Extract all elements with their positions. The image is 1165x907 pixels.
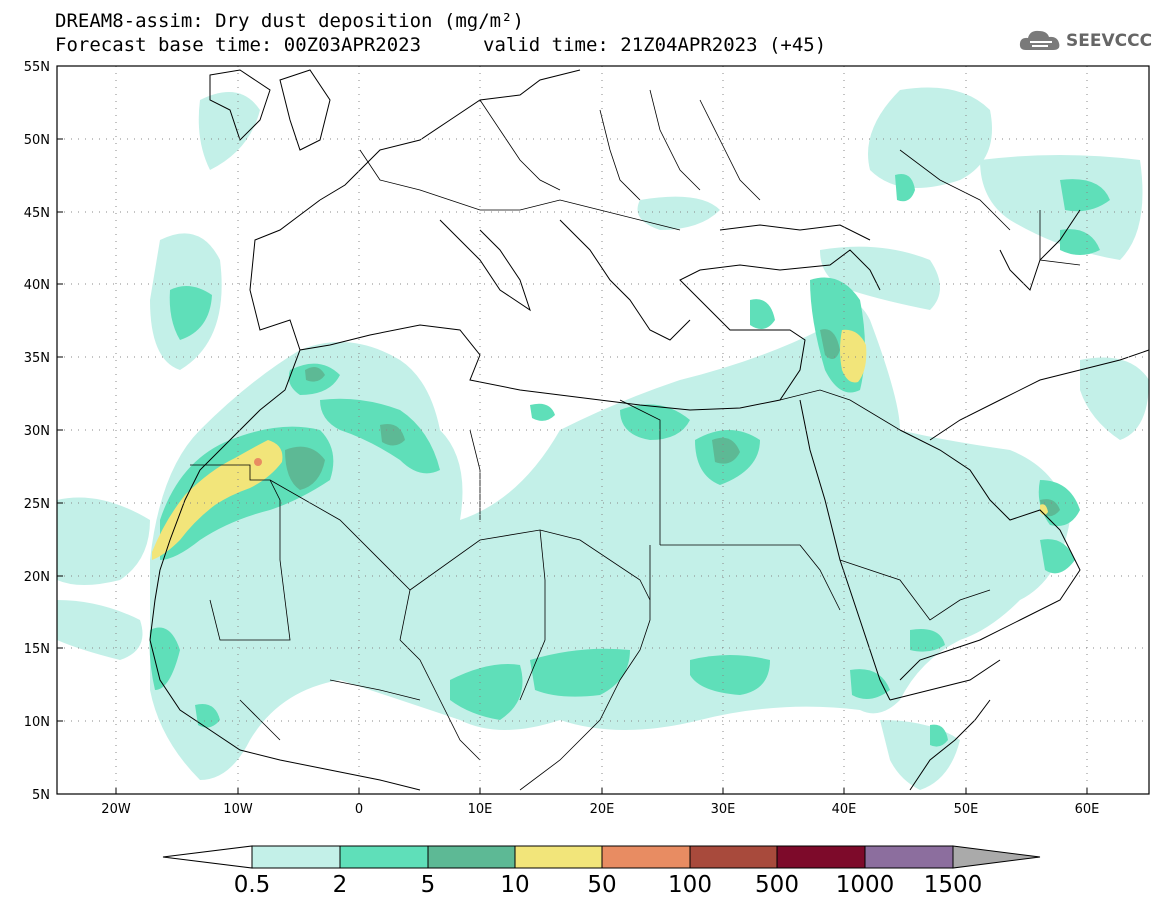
lon-label: 40E <box>832 802 857 817</box>
colorbar-label: 100 <box>668 872 712 898</box>
colorbar-label: 1000 <box>836 872 895 898</box>
lat-label: 15N <box>24 642 50 657</box>
lat-label: 5N <box>32 788 50 803</box>
colorbar-label: 2 <box>333 872 348 898</box>
lat-label: 35N <box>24 351 50 366</box>
lat-label: 20N <box>24 570 50 585</box>
valid-time: valid time: 21Z04APR2023 (+45) <box>483 34 827 56</box>
lon-label: 60E <box>1075 802 1100 817</box>
lon-label: 50E <box>954 802 979 817</box>
colorbar: 0.5 2 5 10 50 100 500 1000 1500 <box>162 845 1041 898</box>
lon-label: 30E <box>711 802 736 817</box>
colorbar-swatch <box>689 845 778 869</box>
colorbar-swatch <box>251 845 341 869</box>
lon-label: 20W <box>101 802 131 817</box>
lon-label: 10E <box>468 802 493 817</box>
colorbar-label: 50 <box>587 872 616 898</box>
map-title: DREAM8-assim: Dry dust deposition (mg/m²… <box>55 10 524 32</box>
lon-label: 10W <box>223 802 253 817</box>
lon-label: 20E <box>590 802 615 817</box>
colorbar-swatch <box>601 845 691 869</box>
tick-marks <box>57 65 1088 795</box>
lat-label: 55N <box>24 60 50 75</box>
colorbar-swatch <box>514 845 603 869</box>
colorbar-swatch <box>339 845 429 869</box>
colorbar-swatch <box>427 845 516 869</box>
dust-deposition-fields <box>57 66 1149 794</box>
dust-peak-marker <box>254 458 262 466</box>
cloud-logo-icon <box>1019 30 1060 50</box>
logo-text: SEEVCCC <box>1066 31 1153 51</box>
lat-label: 25N <box>24 497 50 512</box>
graticule <box>57 66 1149 794</box>
colorbar-under-arrow <box>162 845 253 869</box>
lat-label: 30N <box>24 424 50 439</box>
lat-label: 45N <box>24 206 50 221</box>
colorbar-swatch <box>864 845 954 869</box>
colorbar-label: 5 <box>421 872 436 898</box>
colorbar-over-arrow <box>952 845 1041 869</box>
colorbar-label: 10 <box>500 872 529 898</box>
dust-level-high <box>285 329 1060 517</box>
seevccc-logo: SEEVCCC <box>1018 26 1158 60</box>
lon-label: 0 <box>355 802 363 817</box>
country-borders <box>190 89 1081 791</box>
lat-label: 10N <box>24 715 50 730</box>
colorbar-label: 0.5 <box>234 872 271 898</box>
colorbar-label: 500 <box>755 872 799 898</box>
lat-label: 50N <box>24 133 50 148</box>
lat-label: 40N <box>24 278 50 293</box>
colorbar-swatch <box>776 845 866 869</box>
colorbar-label: 1500 <box>924 872 983 898</box>
forecast-base-time: Forecast base time: 00Z03APR2023 <box>55 34 422 56</box>
